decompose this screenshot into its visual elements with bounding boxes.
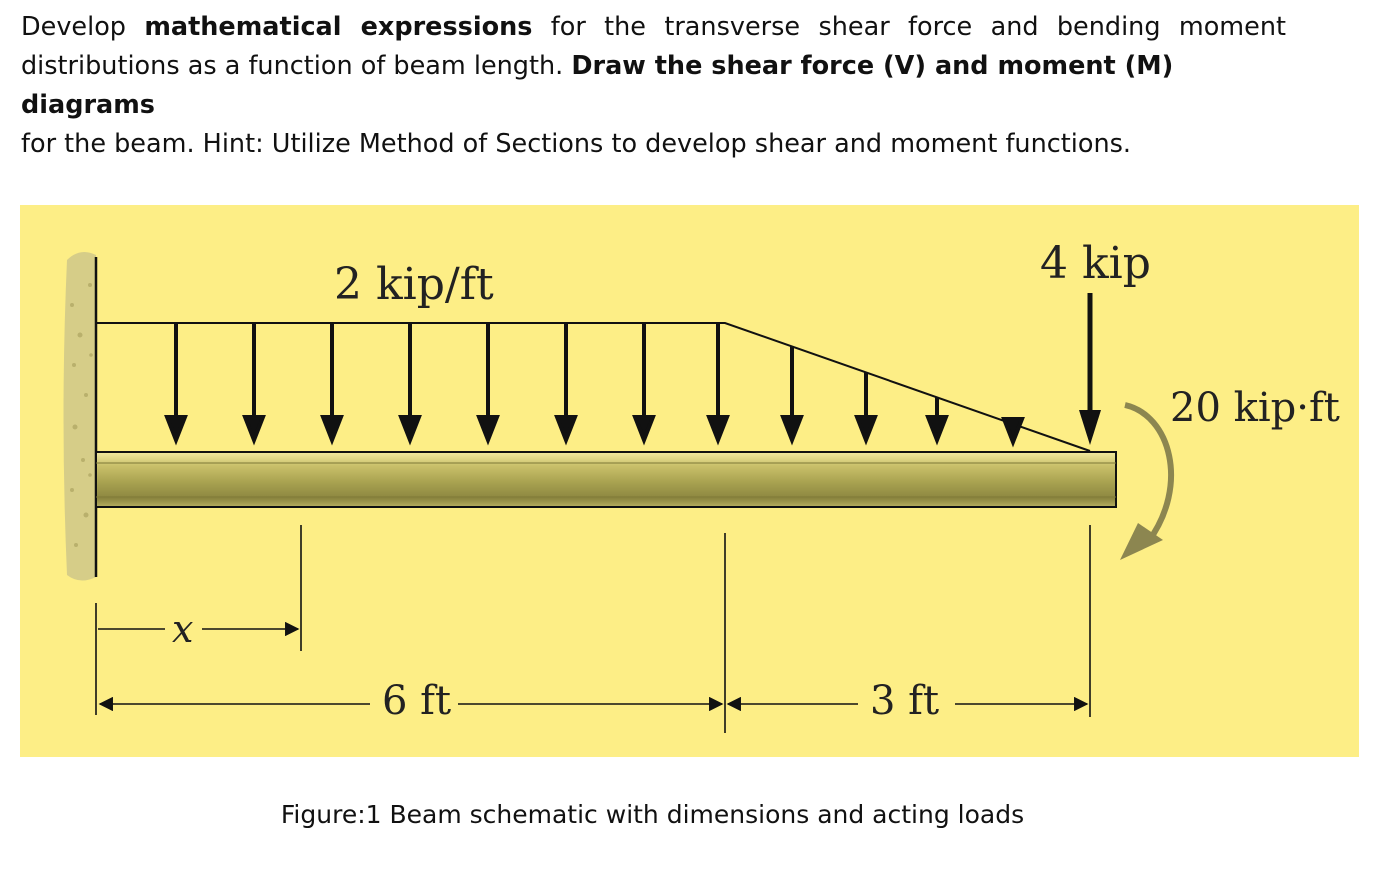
dimension-lines (95, 525, 1091, 733)
problem-bold-text: Draw the shear force (V) and moment (M) … (21, 51, 1174, 120)
problem-text: Develop (21, 12, 145, 42)
problem-text: for the transverse shear force and bendi… (532, 12, 1286, 42)
dim-left-label: 6 ft (382, 678, 452, 724)
problem-bold-text: mathematical expressions (144, 12, 533, 42)
fixed-wall-support (63, 251, 98, 581)
problem-line-2: distributions as a function of beam leng… (21, 51, 1173, 120)
moment-arrow (1120, 402, 1174, 560)
distributed-load-label: 2 kip/ft (334, 259, 494, 310)
problem-text: distributions as a function of beam leng… (21, 51, 572, 81)
beam-figure: 2 kip/ft 4 kip 20 kip·ft x 6 ft 3 ft (20, 205, 1359, 757)
figure-caption: Figure:1 Beam schematic with dimensions … (280, 800, 1025, 829)
dim-right-label: 3 ft (870, 678, 940, 724)
point-load-arrow (1079, 293, 1101, 445)
beam-diagram (63, 251, 1174, 733)
problem-line-3: for the beam. Hint: Utilize Method of Se… (21, 129, 1132, 159)
distributed-load (96, 322, 1091, 452)
point-load-label: 4 kip (1040, 238, 1151, 289)
x-label: x (172, 607, 194, 651)
beam (95, 451, 1117, 508)
problem-line-1: Develop mathematical expressions for the… (21, 8, 1286, 47)
moment-label: 20 kip·ft (1170, 385, 1340, 431)
problem-statement: Develop mathematical expressions for the… (21, 8, 1286, 164)
